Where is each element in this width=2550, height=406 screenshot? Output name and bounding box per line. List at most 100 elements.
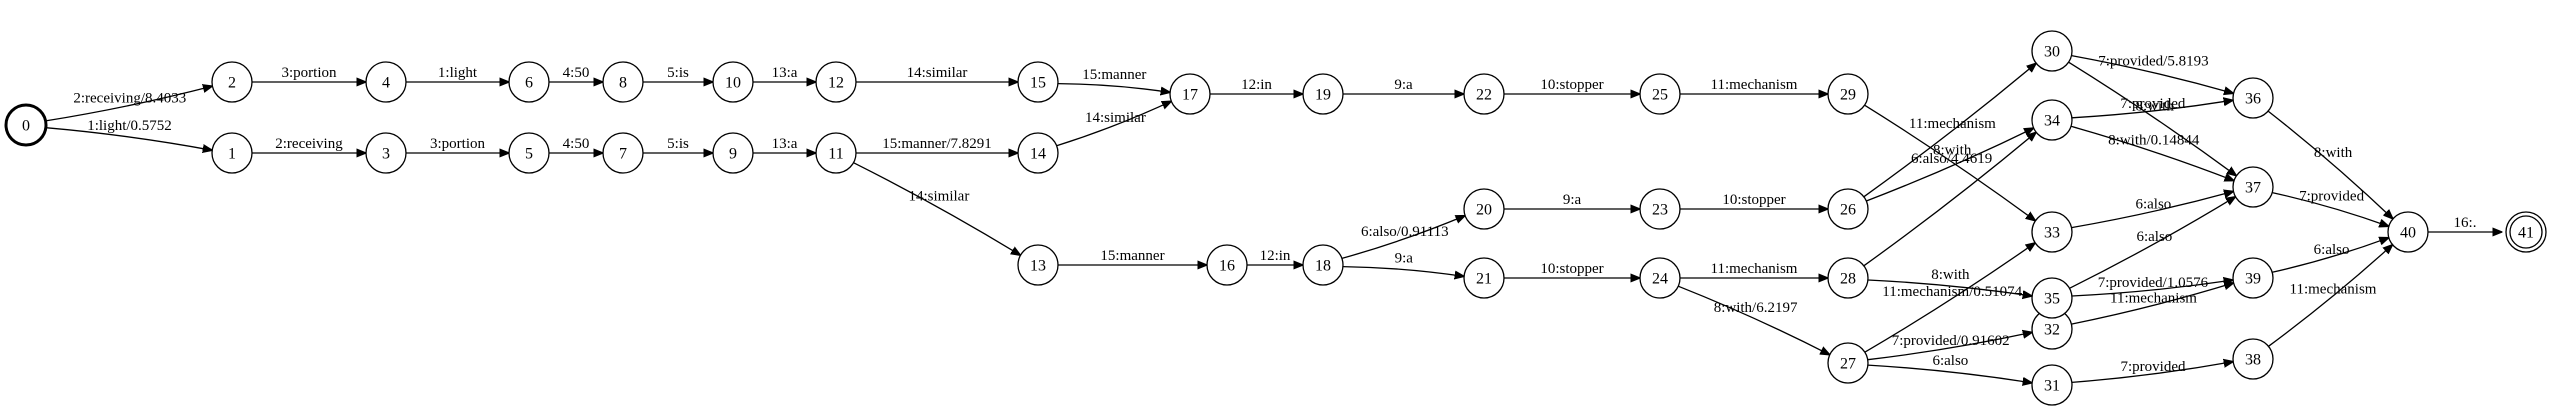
node-label: 20 xyxy=(1476,202,1492,219)
state-circle xyxy=(2031,364,2073,406)
edge-0-2 xyxy=(45,86,213,122)
node-35: 35 xyxy=(2031,277,2073,319)
edge-label-33-37: 6:also xyxy=(2135,196,2171,212)
node-11: 11 xyxy=(815,132,857,174)
node-6: 6 xyxy=(508,61,550,103)
edge-label-24-28: 11:mechanism xyxy=(1711,261,1798,277)
node-12: 12 xyxy=(815,61,857,103)
edge-label-19-22: 9:a xyxy=(1394,77,1413,93)
node-label: 4 xyxy=(382,75,390,92)
node-36: 36 xyxy=(2232,77,2274,119)
edge-label-8-10: 5:is xyxy=(667,65,689,81)
edge-label-4-6: 1:light xyxy=(438,65,478,81)
edge-label-30-36: 7:provided/5.8193 xyxy=(2098,54,2208,70)
state-circle xyxy=(2232,338,2274,380)
edge-label-30-37: 8:with xyxy=(2136,99,2175,115)
state-circle xyxy=(712,61,754,103)
node-27: 27 xyxy=(1827,342,1869,384)
node-19: 19 xyxy=(1302,73,1344,115)
edge-27-31 xyxy=(1867,364,2032,383)
node-30: 30 xyxy=(2031,30,2073,72)
edge-label-26-30: 11:mechanism xyxy=(1909,116,1996,132)
edge-label-38-40: 11:mechanism xyxy=(2290,282,2377,298)
node-label: 31 xyxy=(2044,378,2060,395)
edge-label-39-40: 6:also xyxy=(2314,242,2350,258)
state-circle xyxy=(211,132,253,174)
state-circle xyxy=(1827,188,1869,230)
edge-label-31-38: 7:provided xyxy=(2121,359,2186,375)
node-label: 29 xyxy=(1840,87,1856,104)
edge-32-39 xyxy=(2071,283,2233,325)
edge-label-2-4: 3:portion xyxy=(282,65,337,81)
state-circle xyxy=(602,61,644,103)
node-label: 16 xyxy=(1219,258,1235,275)
edge-33-37 xyxy=(2071,191,2234,229)
edge-label-26-34: 6:also/4.4619 xyxy=(1911,151,1992,167)
edge-24-27 xyxy=(1677,285,1830,355)
node-label: 28 xyxy=(1840,271,1856,288)
edge-35-39 xyxy=(2071,280,2233,297)
edge-label-0-2: 2:receiving/8.4033 xyxy=(73,90,186,106)
edge-28-34 xyxy=(1863,132,2036,267)
state-circle xyxy=(2031,211,2073,253)
edge-label-34-37: 8:with/0.14844 xyxy=(2108,133,2200,149)
edge-label-28-35: 8:with xyxy=(1931,267,1970,283)
edge-label-1-3: 2:receiving xyxy=(275,136,343,152)
edge-label-21-24: 10:stopper xyxy=(1540,261,1603,277)
state-circle xyxy=(1639,73,1681,115)
node-label: 6 xyxy=(525,75,533,92)
edge-18-20 xyxy=(1341,216,1465,260)
node-2: 2 xyxy=(211,61,253,103)
state-circle xyxy=(1302,73,1344,115)
edge-label-25-29: 11:mechanism xyxy=(1711,77,1798,93)
edge-label-16-18: 12:in xyxy=(1260,248,1291,264)
node-31: 31 xyxy=(2031,364,2073,406)
edge-label-10-12: 13:a xyxy=(772,65,798,81)
node-label: 7 xyxy=(619,146,627,163)
node-label: 38 xyxy=(2245,352,2261,369)
node-label: 37 xyxy=(2245,180,2261,197)
node-28: 28 xyxy=(1827,257,1869,299)
node-7: 7 xyxy=(602,132,644,174)
state-circle xyxy=(1827,73,1869,115)
node-23: 23 xyxy=(1639,188,1681,230)
state-circle xyxy=(2031,277,2073,319)
node-13: 13 xyxy=(1017,244,1059,286)
edge-label-40-41: 16:. xyxy=(2454,215,2477,231)
state-circle xyxy=(2232,166,2274,208)
state-circle xyxy=(1639,257,1681,299)
edges: 2:receiving/8.4033 1:light/0.5752 3:portio… xyxy=(45,54,2502,384)
node-29: 29 xyxy=(1827,73,1869,115)
node-label: 39 xyxy=(2245,271,2261,288)
edge-label-9-11: 13:a xyxy=(772,136,798,152)
node-38: 38 xyxy=(2232,338,2274,380)
edge-label-12-15: 14:similar xyxy=(907,65,968,81)
node-label: 32 xyxy=(2044,322,2060,339)
edge-label-17-19: 12:in xyxy=(1241,77,1272,93)
edge-18-21 xyxy=(1342,265,1464,277)
node-3: 3 xyxy=(365,132,407,174)
node-1: 1 xyxy=(211,132,253,174)
edge-label-15-17: 15:manner xyxy=(1082,67,1146,83)
start-state-circle xyxy=(4,103,48,147)
node-label: 40 xyxy=(2400,225,2416,242)
node-label: 26 xyxy=(1840,202,1856,219)
edge-37-40 xyxy=(2272,191,2389,227)
state-circle xyxy=(815,61,857,103)
state-circle xyxy=(508,132,550,174)
edge-label-11-13: 14:similar xyxy=(908,189,969,205)
node-label: 1 xyxy=(228,146,236,163)
node-39: 39 xyxy=(2232,257,2274,299)
edge-label-23-26: 10:stopper xyxy=(1722,192,1785,208)
state-circle xyxy=(2232,257,2274,299)
state-circle xyxy=(2387,211,2429,253)
edge-30-37 xyxy=(2068,61,2237,176)
node-label: 14 xyxy=(1030,146,1046,163)
edge-31-38 xyxy=(2071,362,2233,384)
state-circle xyxy=(1827,342,1869,384)
node-0: 0 xyxy=(4,103,48,147)
edge-34-37 xyxy=(2070,125,2234,180)
edge-label-37-40: 7:provided xyxy=(2299,189,2364,205)
edge-label-34-36: 7:provided xyxy=(2120,96,2185,112)
state-circle xyxy=(1206,244,1248,286)
